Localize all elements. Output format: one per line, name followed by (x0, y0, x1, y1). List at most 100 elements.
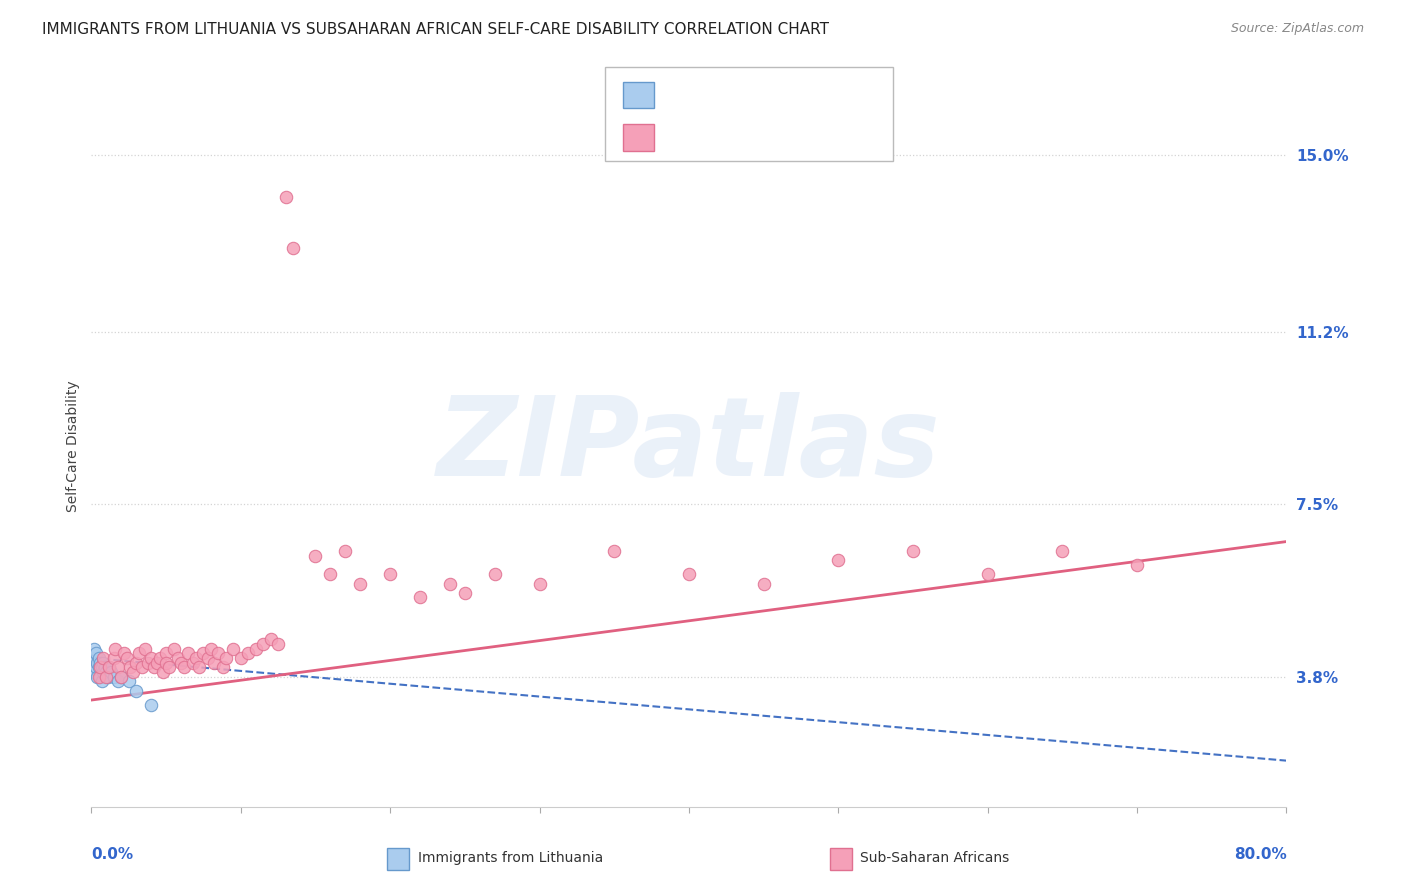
Point (98, 660, 121, 674)
Point (439, 576, 461, 591)
Point (89, 660, 111, 674)
Point (115, 651, 138, 665)
Point (1126, 558, 1149, 572)
Point (155, 647, 177, 661)
Point (245, 641, 267, 656)
Point (125, 656, 148, 670)
Point (107, 674, 129, 689)
Point (87, 670, 110, 684)
Point (976, 567, 998, 582)
Point (134, 641, 156, 656)
Point (157, 660, 180, 674)
Text: -0.044: -0.044 (706, 88, 755, 102)
Point (529, 576, 551, 591)
Point (215, 651, 238, 665)
Point (103, 670, 125, 684)
Point (90, 660, 112, 674)
Point (304, 549, 326, 563)
Point (335, 544, 357, 558)
Point (84, 660, 107, 674)
Point (454, 586, 477, 600)
Point (222, 641, 245, 656)
Text: 80.0%: 80.0% (1233, 847, 1286, 862)
Text: Immigrants from Lithuania: Immigrants from Lithuania (418, 851, 603, 865)
Point (100, 665, 122, 679)
Point (141, 651, 163, 665)
Point (128, 647, 150, 661)
Text: N =: N = (776, 88, 807, 102)
Point (146, 656, 169, 670)
Text: Sub-Saharan Africans: Sub-Saharan Africans (860, 851, 1010, 865)
Point (752, 576, 775, 591)
Point (136, 656, 159, 670)
Point (177, 647, 200, 661)
Point (103, 651, 125, 665)
Point (484, 567, 506, 582)
Point (319, 567, 342, 582)
Point (1052, 544, 1074, 558)
Point (118, 674, 141, 689)
Point (197, 651, 219, 665)
Point (678, 567, 700, 582)
Point (259, 632, 281, 647)
Point (89, 656, 111, 670)
Point (290, 0, 312, 12)
Point (93, 665, 115, 679)
Text: R =: R = (664, 130, 693, 145)
Y-axis label: Self-Care Disability: Self-Care Disability (66, 380, 80, 512)
Point (827, 553, 849, 567)
Point (125, 683, 148, 698)
Point (274, 189, 297, 203)
Point (83, 641, 105, 656)
Point (155, 656, 177, 670)
Point (281, 241, 304, 255)
Point (93, 656, 115, 670)
Point (104, 641, 127, 656)
Point (267, 637, 290, 651)
Point (84, 647, 107, 661)
Point (110, 670, 132, 684)
Point (87, 651, 110, 665)
Point (96, 665, 118, 679)
Point (131, 660, 153, 674)
Point (107, 660, 129, 674)
Point (83, 665, 105, 679)
Point (143, 660, 166, 674)
Point (120, 660, 142, 674)
Text: IMMIGRANTS FROM LITHUANIA VS SUBSAHARAN AFRICAN SELF-CARE DISABILITY CORRELATION: IMMIGRANTS FROM LITHUANIA VS SUBSAHARAN … (42, 22, 830, 37)
Text: N =: N = (776, 130, 807, 145)
Text: 0.0%: 0.0% (91, 847, 134, 862)
Point (188, 660, 211, 674)
Text: ZIPatlas: ZIPatlas (437, 392, 941, 500)
Point (162, 641, 184, 656)
Point (93, 651, 115, 665)
Point (193, 647, 215, 661)
Point (141, 698, 163, 712)
Text: Source: ZipAtlas.com: Source: ZipAtlas.com (1230, 22, 1364, 36)
Point (238, 647, 260, 661)
Text: 0.335: 0.335 (706, 130, 749, 145)
Point (901, 544, 924, 558)
Point (181, 656, 204, 670)
Point (200, 641, 222, 656)
Point (87, 660, 110, 674)
Point (122, 665, 145, 679)
Point (96, 670, 118, 684)
Point (90, 674, 112, 689)
Point (86, 670, 108, 684)
Text: 26: 26 (815, 88, 835, 102)
Point (149, 651, 172, 665)
Point (229, 651, 252, 665)
Point (380, 567, 402, 582)
Point (170, 656, 193, 670)
Point (173, 660, 195, 674)
Point (98, 660, 121, 674)
Point (252, 637, 274, 651)
Point (167, 651, 190, 665)
Point (152, 665, 174, 679)
Text: 69: 69 (815, 130, 835, 145)
Point (184, 651, 207, 665)
Point (97, 670, 120, 684)
Point (82, 651, 104, 665)
Point (89, 670, 111, 684)
